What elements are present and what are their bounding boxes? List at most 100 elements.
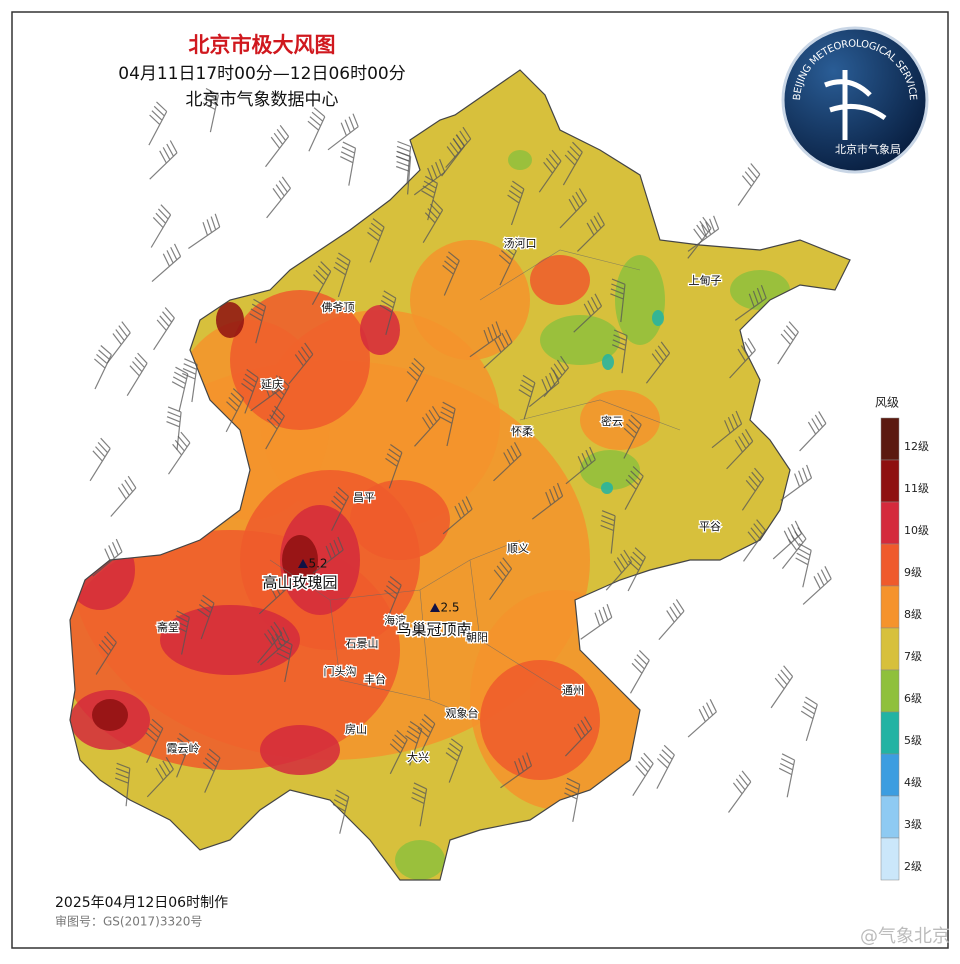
- legend-label: 10级: [904, 524, 929, 537]
- legend-swatch: [880, 711, 900, 755]
- wind-barb: [265, 405, 285, 450]
- wind-barb: [92, 538, 123, 577]
- place-label: 大兴: [407, 750, 429, 764]
- wind-barb: [311, 261, 332, 305]
- wind-barb: [202, 748, 221, 793]
- legend-swatch: [880, 501, 900, 545]
- wind-barb: [110, 475, 137, 517]
- wind-barb: [106, 321, 131, 364]
- place-label: 观象台: [446, 706, 479, 720]
- wind-barb: [151, 243, 182, 283]
- wind-barb: [469, 321, 502, 358]
- place-label: 高山玫瑰园: [262, 574, 337, 592]
- legend-title: 风级: [875, 396, 899, 410]
- wind-barb: [795, 543, 812, 588]
- wind-barb: [439, 401, 456, 447]
- wind-barb: [445, 738, 464, 783]
- legend-swatch: [880, 669, 900, 713]
- wind-barb: [611, 329, 628, 374]
- legend-label: 8级: [904, 608, 922, 621]
- legend-swatch: [880, 795, 900, 839]
- wind-barb: [145, 718, 164, 764]
- wind-barbs: [89, 87, 832, 834]
- wind-barb: [367, 218, 385, 263]
- city-outline: [69, 69, 851, 881]
- wind-zone: [216, 302, 244, 338]
- wind-barb: [327, 113, 359, 151]
- wind-barb: [778, 753, 796, 798]
- title: 北京市极大风图: [189, 33, 336, 57]
- wind-zone: [360, 305, 400, 355]
- wind-barb: [538, 149, 562, 193]
- legend: 风级 12级 11级 10级 9级 8级 7级 6级 5级 4级 3级 2级: [875, 396, 929, 881]
- place-label: 通州: [562, 684, 584, 697]
- wind-barb: [624, 466, 644, 510]
- wind-barb: [385, 444, 403, 489]
- wind-barb: [250, 375, 283, 412]
- legend-swatch: [880, 837, 900, 881]
- place-label: 丰台: [364, 672, 386, 686]
- wind-barb: [182, 358, 198, 403]
- wind-zone: [530, 255, 590, 305]
- legend-label: 3级: [904, 818, 922, 831]
- wind-barb: [260, 627, 290, 666]
- wind-barb: [333, 252, 351, 298]
- wind-barb: [777, 321, 799, 365]
- wind-barb: [627, 547, 646, 592]
- legend-swatch: [880, 627, 900, 671]
- wind-barb: [148, 101, 168, 146]
- wind-zone: [280, 505, 360, 615]
- wind-barb: [531, 482, 564, 520]
- wind-barb: [379, 290, 397, 335]
- wind-barb: [331, 486, 350, 531]
- subtitle: 04月11日17时00分—12日06时00分: [118, 64, 405, 84]
- legend-label: 9级: [904, 566, 922, 579]
- wind-zone: [260, 725, 340, 775]
- wind-barb: [414, 405, 441, 447]
- wind-zone: [230, 290, 370, 430]
- wind-barb: [734, 284, 767, 321]
- wind-zone: [615, 255, 665, 345]
- place-label: 斋堂: [157, 620, 179, 634]
- wind-zone: [508, 150, 532, 170]
- wind-zone: [580, 390, 660, 450]
- wind-barb: [507, 180, 525, 226]
- wind-barb: [770, 665, 794, 709]
- wind-zone: [410, 240, 530, 360]
- wind-barb: [173, 610, 190, 655]
- legend-swatch: [880, 753, 900, 797]
- wind-barb: [629, 649, 650, 694]
- wind-barb: [126, 352, 148, 397]
- place-label: 汤河口: [504, 236, 537, 250]
- place-label: 石景山: [346, 637, 379, 650]
- legend-label: 6级: [904, 692, 922, 705]
- wind-barb: [600, 510, 616, 554]
- wind-barb: [687, 216, 712, 259]
- wind-barb: [442, 251, 460, 296]
- wind-barb: [493, 442, 522, 482]
- wind-barb: [741, 467, 765, 511]
- wind-barb: [405, 721, 423, 766]
- wind-barb: [249, 298, 267, 344]
- legend-label: 7级: [904, 650, 922, 663]
- wind-barb: [780, 464, 813, 501]
- legend-swatch: [880, 585, 900, 629]
- place-label: 上甸子: [689, 274, 722, 287]
- wind-barb: [166, 406, 182, 450]
- wind-barb: [441, 134, 466, 177]
- place-label: 霞云岭: [167, 741, 200, 755]
- wind-barb: [265, 124, 290, 168]
- wind-barb: [576, 212, 605, 252]
- legend-label: 12级: [904, 440, 929, 453]
- wind-barb: [257, 621, 283, 664]
- station-marker: [298, 559, 308, 568]
- wind-barb: [421, 175, 438, 221]
- legend-swatch: [880, 417, 900, 461]
- wind-barb: [605, 549, 633, 591]
- place-label: 顺义: [507, 542, 529, 555]
- wind-barb: [632, 752, 654, 797]
- place-label: 朝阳: [466, 631, 488, 644]
- wind-barb: [340, 141, 357, 186]
- wind-barb: [422, 199, 444, 244]
